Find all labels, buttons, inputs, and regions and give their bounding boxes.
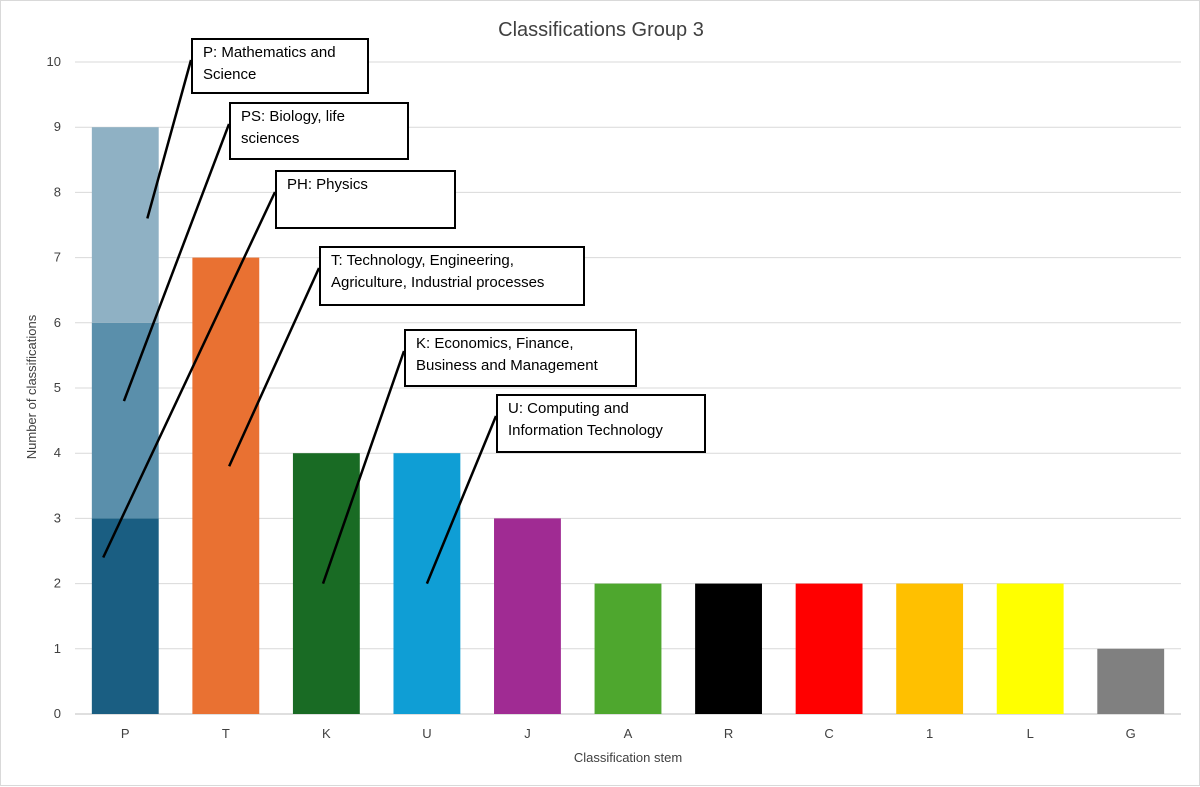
callout-t: T: Technology, Engineering, Agriculture,… (319, 246, 585, 306)
bar-L (996, 583, 1064, 714)
y-tick-label-4: 4 (54, 445, 61, 460)
leader-line-ph (102, 191, 277, 559)
callout-leader-lines (102, 59, 498, 585)
x-tick-label-U: U (422, 726, 431, 741)
y-tick-label-7: 7 (54, 250, 61, 265)
x-tick-label-K: K (322, 726, 331, 741)
bar-R (695, 583, 762, 714)
callout-u-text: U: Computing and Information Technology (508, 400, 663, 439)
bar-G (1097, 648, 1165, 714)
bar-T (192, 257, 260, 714)
callout-p: P: Mathematics and Science (191, 38, 369, 94)
callout-ph: PH: Physics (275, 170, 456, 229)
y-tick-label-1: 1 (54, 641, 61, 656)
x-tick-label-A: A (624, 726, 633, 741)
y-tick-label-9: 9 (54, 119, 61, 134)
y-tick-label-0: 0 (54, 706, 61, 721)
x-tick-label-R: R (724, 726, 733, 741)
leader-line-p (146, 59, 193, 219)
callout-ps: PS: Biology, life sciences (229, 102, 409, 160)
y-tick-label-6: 6 (54, 315, 61, 330)
leader-line-t (228, 267, 321, 467)
callout-p-text: P: Mathematics and Science (203, 44, 336, 83)
chart-title: Classifications Group 3 (498, 19, 704, 41)
leader-line-ps (122, 123, 231, 402)
y-axis-label: Number of classifications (24, 314, 39, 459)
callout-ph-text: PH: Physics (287, 176, 368, 193)
bar-P-segment-PH (91, 518, 159, 714)
y-tick-labels: 0 1 2 3 4 5 6 7 8 9 10 (47, 54, 61, 721)
y-tick-label-10: 10 (47, 54, 61, 69)
bar-C (795, 583, 863, 714)
bar-P-segment-P (91, 127, 159, 323)
y-tick-label-2: 2 (54, 576, 61, 591)
bar-1 (896, 583, 964, 714)
y-tick-label-8: 8 (54, 184, 61, 199)
callout-k: K: Economics, Finance, Business and Mana… (404, 329, 637, 387)
x-tick-labels: P T K U J A R C 1 L G (121, 726, 1136, 741)
x-tick-label-P: P (121, 726, 130, 741)
bar-J (494, 518, 561, 714)
callout-k-text: K: Economics, Finance, Business and Mana… (416, 335, 598, 374)
x-tick-label-G: G (1126, 726, 1136, 741)
callout-u: U: Computing and Information Technology (496, 394, 706, 453)
bar-P-segment-PS (91, 322, 159, 519)
bar-K (292, 453, 360, 714)
y-tick-label-5: 5 (54, 380, 61, 395)
x-tick-label-J: J (524, 726, 531, 741)
leader-line-u (425, 415, 498, 585)
x-tick-label-C: C (824, 726, 833, 741)
bar-A (594, 583, 662, 714)
y-tick-label-3: 3 (54, 510, 61, 525)
leader-line-k (321, 350, 406, 585)
x-tick-label-T: T (222, 726, 230, 741)
x-axis-label: Classification stem (574, 750, 682, 765)
x-tick-label-1: 1 (926, 726, 933, 741)
callout-ps-text: PS: Biology, life sciences (241, 108, 345, 147)
x-tick-label-L: L (1027, 726, 1034, 741)
bars (91, 127, 1165, 714)
callout-t-text: T: Technology, Engineering, Agriculture,… (331, 252, 545, 291)
